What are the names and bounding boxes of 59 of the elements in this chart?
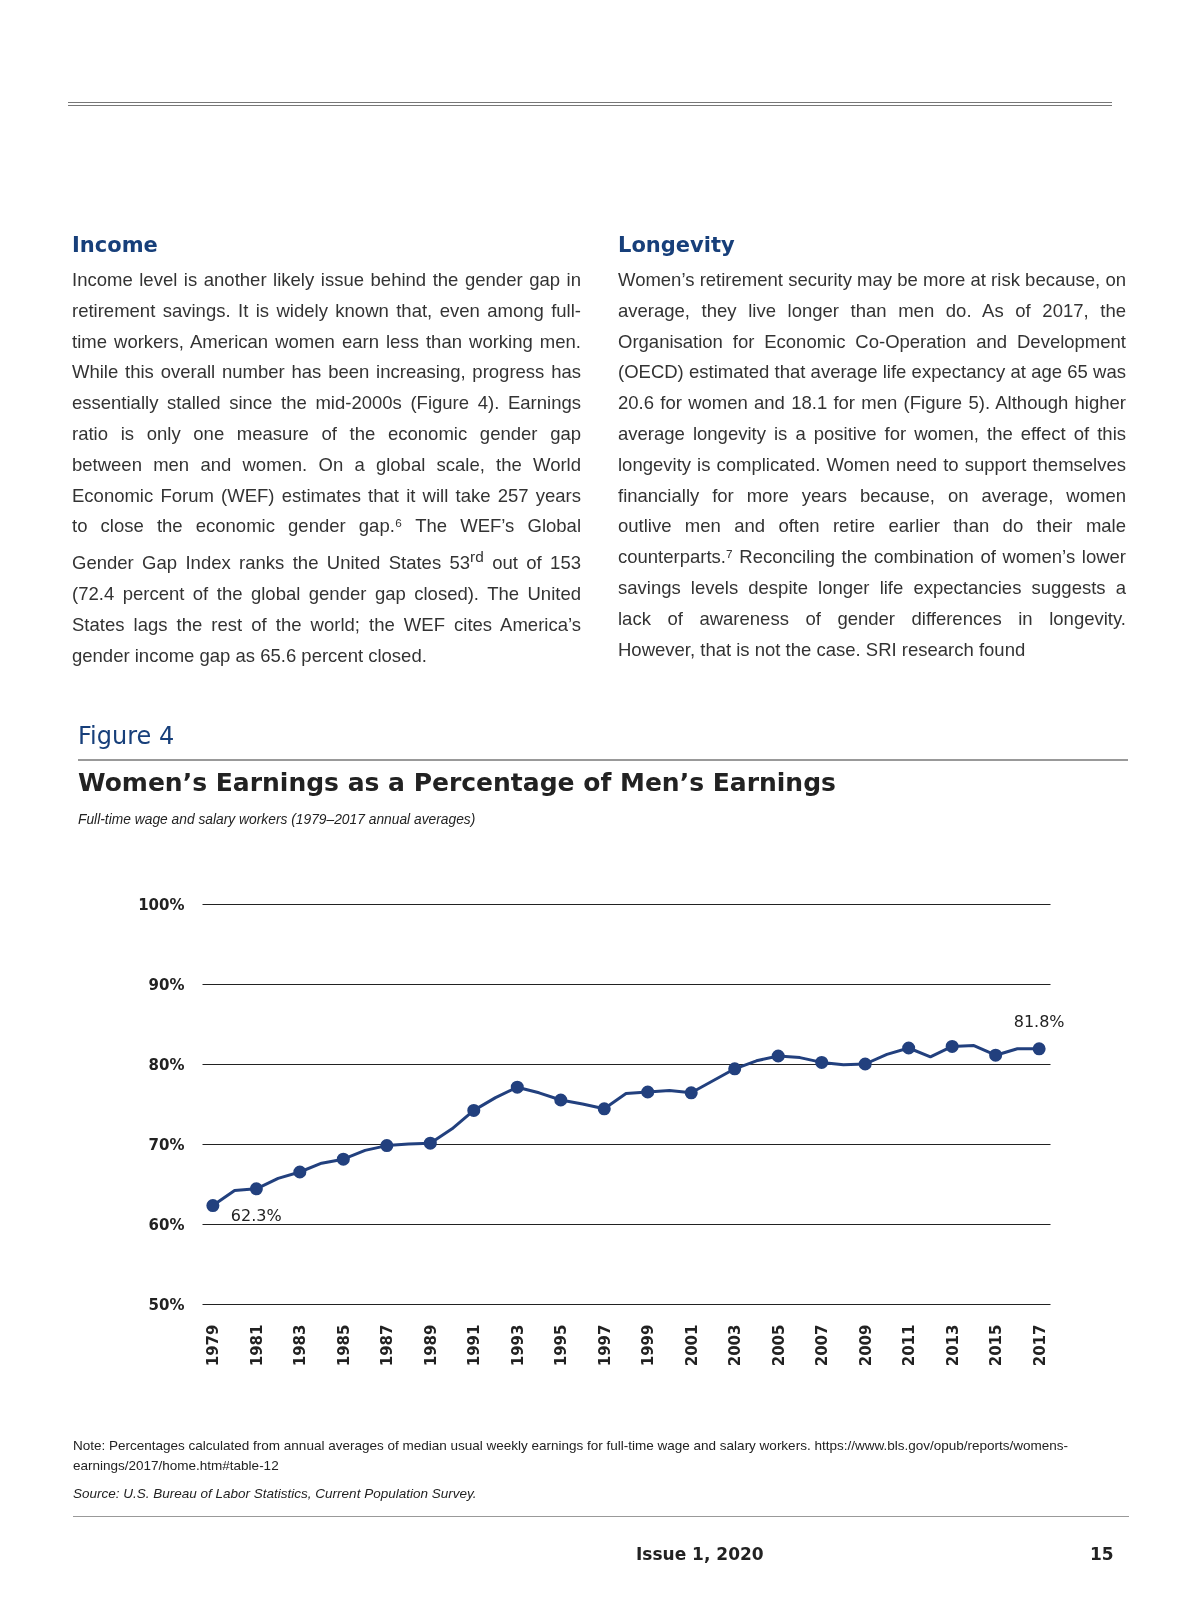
point [728,1062,742,1076]
x-tick-label: 1999 [639,1324,658,1367]
point [510,1080,524,1094]
x-tick-label: 2011 [900,1324,919,1367]
x-tick-label: 1989 [421,1324,440,1367]
x-tick-label: 2003 [726,1324,745,1367]
source-note: Source: U.S. Bureau of Labor Statistics, Current Population Survey. [73,1486,477,1501]
point [336,1152,350,1166]
x-tick-label: 2007 [813,1324,832,1367]
point [467,1103,481,1117]
x-tick-label: 2017 [1030,1324,1049,1367]
chart-title: Women’s Earnings as a Percentage of Men’s Earnings [78,768,836,797]
annotation: 81.8% [1013,1011,1065,1031]
x-tick-label: 1981 [247,1324,266,1367]
point [554,1093,568,1107]
x-tick-label: 1993 [508,1324,527,1367]
x-tick-label: 1983 [291,1324,310,1367]
point [771,1049,785,1063]
text: Note: Percentages calculated from annual averages of median usual weekly earnings for full-time wage and salary workers. https://www.bls.gov/opub/reports/womens-earnings/2017/home.htm#table-12 [73,1437,1069,1475]
y-tick-label: 80% [148,1055,185,1074]
point [380,1139,394,1153]
annotation: 62.3% [230,1205,282,1225]
text: Women’s retirement security may be more at risk because, on average, they live longer than men do. As of 2017, the Organisation for Economic Co-Operation and Development (OECD) estimated that average life expectancy at age 65 was 20.6 for women and 18.1 for men (Figure 5). Although higher average longevity is a positive for women, the effect of this longevity is complicated. Women need to support themselves financially for more years because, on average, women outlive men and often retire earlier than do their male counterparts.⁷ Reconciling the combination of women’s lower savings levels despite longer life expectancies suggests a lack of awareness of gender differences in longevity. However, that is not the case. SRI research found [618,269,1126,660]
x-tick-label: 1987 [378,1324,397,1367]
y-tick-label: 90% [148,975,185,994]
text: Longevity [618,233,735,257]
x-tick-label: 1979 [204,1324,223,1367]
x-tick-label: 2009 [856,1324,875,1367]
point [989,1048,1003,1062]
point [1032,1042,1046,1056]
x-tick-label: 1991 [465,1324,484,1367]
text: Income [72,233,158,257]
text: Issue 1, 2020 [636,1544,764,1564]
text: Income level is another likely issue behind the gender gap in retirement savings. It is widely known that, even among full-time workers, American women earn less than working men. While this overall number has been increasing, progress has essentially stalled since the mid-2000s (Figure 4). Earnings ratio is only one measure of the economic gender gap between men and women. On a global scale, the World Economic Forum (WEF) estimates that it will take 257 years to close the economic gender gap.⁶ The WEF’s Global Gender Gap Index ranks the United States 53$^{rd}$ out of 153 (72.4 percent of the global gender gap closed). The United States lags the rest of the world; the WEF cites America’s gender income gap as 65.6 percent closed. [72,269,581,666]
point [206,1199,220,1213]
point [249,1182,263,1196]
x-tick-label: 2005 [769,1324,788,1367]
point [858,1057,872,1071]
point [423,1136,437,1150]
x-tick-label: 2001 [682,1324,701,1367]
point [293,1165,307,1179]
point [597,1102,611,1116]
point [945,1039,959,1053]
x-tick-label: 1997 [595,1324,614,1367]
x-tick-label: 2013 [943,1324,962,1367]
point [902,1041,916,1055]
y-tick-label: 100% [138,895,185,914]
x-tick-label: 1995 [552,1324,571,1367]
caption: Figure 4 [78,722,175,750]
point [641,1085,655,1099]
y-tick-label: 50% [148,1295,185,1314]
x-tick-label: 1985 [334,1324,353,1367]
y-tick-label: 70% [148,1135,185,1154]
text: 15 [1090,1544,1114,1564]
x-tick-label: 2015 [987,1324,1006,1367]
point [815,1055,829,1069]
y-tick-label: 60% [148,1215,185,1234]
chart-subtitle: Full-time wage and salary workers (1979–2017 annual averages) [78,810,476,827]
point [684,1086,698,1100]
